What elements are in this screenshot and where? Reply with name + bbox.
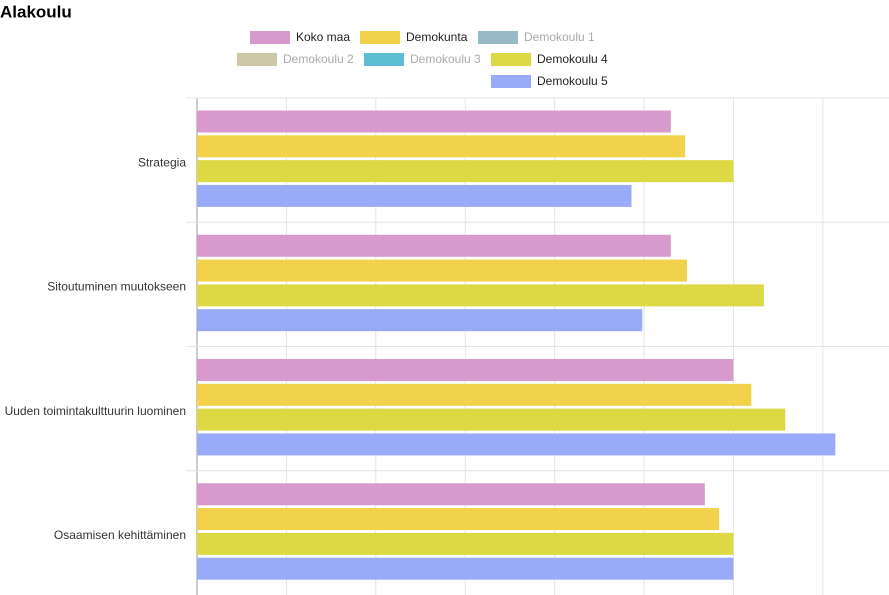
bar — [197, 110, 671, 133]
bar — [197, 483, 705, 506]
bar — [197, 234, 671, 257]
bar — [197, 184, 632, 207]
legend-swatch — [250, 31, 290, 44]
legend-swatch — [360, 31, 400, 44]
y-tick-label: Osaamisen kehittäminen — [54, 528, 186, 542]
bar — [197, 408, 786, 431]
bar — [197, 309, 643, 332]
legend-label: Demokoulu 2 — [283, 52, 354, 66]
bar — [197, 508, 720, 531]
bar — [197, 383, 752, 406]
legend-label: Demokoulu 1 — [524, 30, 595, 44]
legend-swatch — [478, 31, 518, 44]
legend-swatch — [491, 53, 531, 66]
y-tick-label: Uuden toimintakulttuurin luominen — [5, 404, 186, 418]
y-tick-label: Strategia — [138, 155, 186, 169]
legend-swatch — [491, 75, 531, 88]
legend-label: Demokoulu 5 — [537, 74, 608, 88]
bar — [197, 160, 734, 183]
legend-swatch — [364, 53, 404, 66]
bar — [197, 359, 734, 382]
legend-label: Demokoulu 4 — [537, 52, 608, 66]
legend-label: Koko maa — [296, 30, 350, 44]
bar — [197, 532, 734, 555]
bar — [197, 284, 764, 307]
legend-label: Demokunta — [406, 30, 468, 44]
y-tick-label: Sitoutuminen muutokseen — [47, 280, 186, 294]
bar — [197, 433, 836, 456]
bar — [197, 259, 687, 282]
bar — [197, 557, 734, 580]
bar — [197, 135, 686, 158]
legend-swatch — [237, 53, 277, 66]
chart-title: Alakoulu — [0, 2, 72, 21]
legend-label: Demokoulu 3 — [410, 52, 481, 66]
